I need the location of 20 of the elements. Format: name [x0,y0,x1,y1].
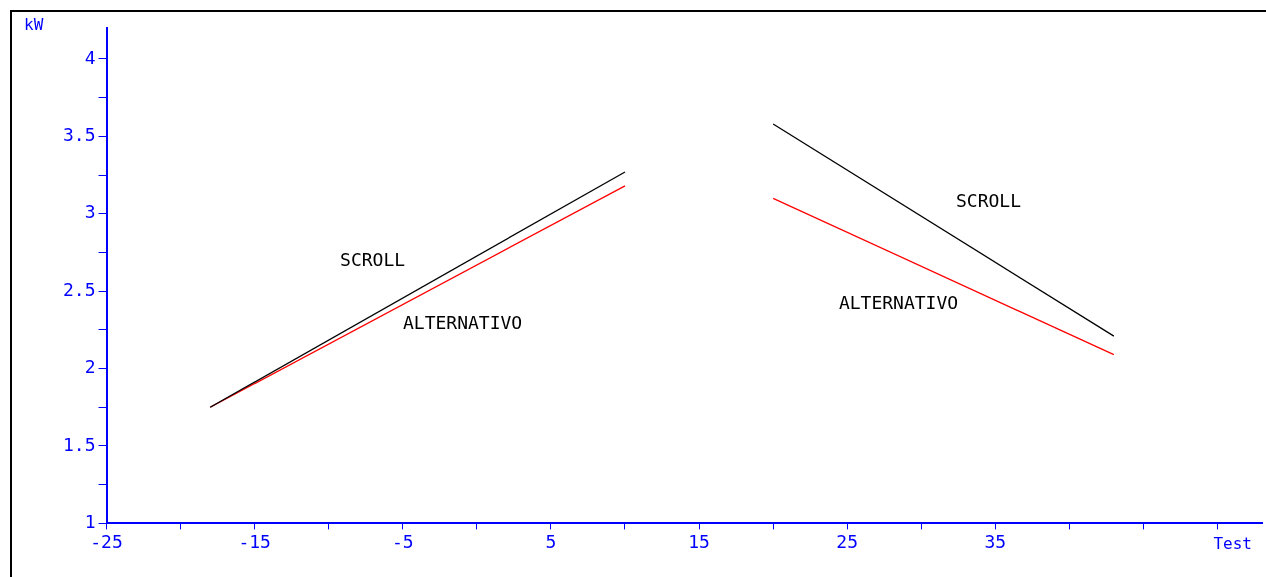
x-tick-label: -5 [391,530,414,552]
x-axis-title: Test [1213,534,1252,554]
y-axis-title: kW [24,15,44,35]
y-tick-label: 2 [84,356,96,378]
x-tick-label: 35 [984,530,1007,552]
series-label: ALTERNATIVO [838,292,959,314]
series-label: SCROLL [340,249,406,271]
series-label: ALTERNATIVO [402,312,523,334]
x-tick-label: 25 [836,530,859,552]
y-tick-label: 1 [84,511,96,533]
y-tick-label: 1.5 [63,433,96,455]
x-tick-label: 5 [545,530,557,552]
series-label: SCROLL [955,189,1022,211]
x-tick-label: -25 [90,530,123,552]
y-tick-label: 4 [84,46,96,68]
y-tick-label: 3 [84,201,96,223]
y-tick-label: 2.5 [63,278,96,300]
y-tick-label: 3.5 [63,124,96,146]
x-tick-label: -15 [238,530,271,552]
x-tick-label: 15 [688,530,710,552]
